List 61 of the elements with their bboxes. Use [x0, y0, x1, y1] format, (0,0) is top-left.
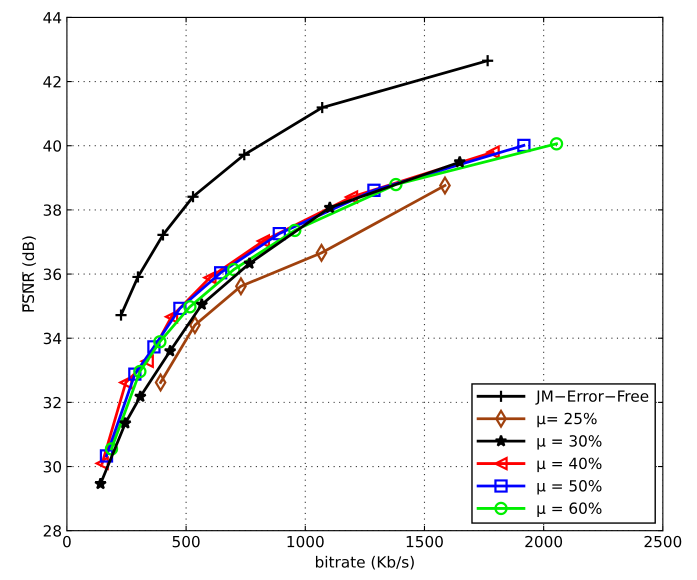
point: [238, 148, 251, 162]
x-axis-title: bitrate (Kb/s): [316, 556, 414, 570]
point: [164, 344, 177, 357]
point: [214, 266, 228, 280]
y-tick-label: 44: [43, 12, 62, 24]
point: [272, 226, 286, 240]
point: [243, 256, 256, 270]
point: [517, 138, 531, 152]
point: [118, 416, 132, 429]
legend-label: μ = 60%: [537, 502, 602, 517]
point: [100, 449, 114, 463]
point: [104, 442, 118, 456]
y-tick-label: 38: [44, 204, 62, 216]
x-tick-label: 2500: [644, 536, 682, 548]
point: [227, 262, 240, 276]
point: [367, 184, 381, 197]
x-tick-label: 1000: [288, 536, 324, 548]
y-tick-label: 32: [44, 396, 61, 408]
point: [389, 178, 403, 192]
point: [186, 190, 200, 204]
y-tick-label: 34: [44, 332, 62, 344]
point: [133, 364, 147, 378]
point: [96, 456, 109, 470]
legend-label: μ = 30%: [537, 435, 602, 450]
point: [131, 270, 145, 284]
point: [480, 54, 494, 68]
point: [128, 367, 142, 381]
point: [344, 190, 358, 204]
point: [164, 310, 178, 324]
x-tick-label: 0: [63, 536, 71, 548]
y-tick-label: 36: [44, 268, 62, 280]
legend-label: JM−Error−Free: [535, 390, 648, 405]
point: [183, 300, 197, 314]
y-tick-label: 42: [43, 76, 61, 88]
x-tick-label: 2000: [525, 536, 562, 548]
point: [550, 137, 564, 150]
legend-label: μ = 40%: [537, 458, 602, 472]
point: [288, 224, 302, 238]
point: [134, 390, 147, 402]
point: [256, 234, 270, 248]
point: [486, 145, 500, 159]
y-tick-label: 40: [43, 140, 62, 152]
point: [94, 477, 107, 490]
x-tick-label: 500: [172, 536, 200, 548]
point: [153, 335, 167, 348]
y-tick-label: 28: [44, 525, 62, 537]
point: [203, 270, 217, 284]
point: [173, 302, 187, 316]
legend-label: μ= 25%: [537, 412, 597, 428]
x-tick-label: 1500: [406, 536, 443, 548]
point: [147, 340, 161, 354]
point: [323, 200, 336, 214]
y-tick-label: 30: [44, 461, 62, 473]
point: [316, 100, 329, 114]
y-axis-title: P̅S̅N̅R̅ (dB): [22, 236, 36, 312]
point: [114, 308, 128, 322]
legend-label: μ = 50%: [537, 480, 602, 495]
point: [119, 376, 132, 390]
point: [156, 228, 170, 242]
point: [195, 298, 208, 310]
point: [453, 155, 466, 168]
